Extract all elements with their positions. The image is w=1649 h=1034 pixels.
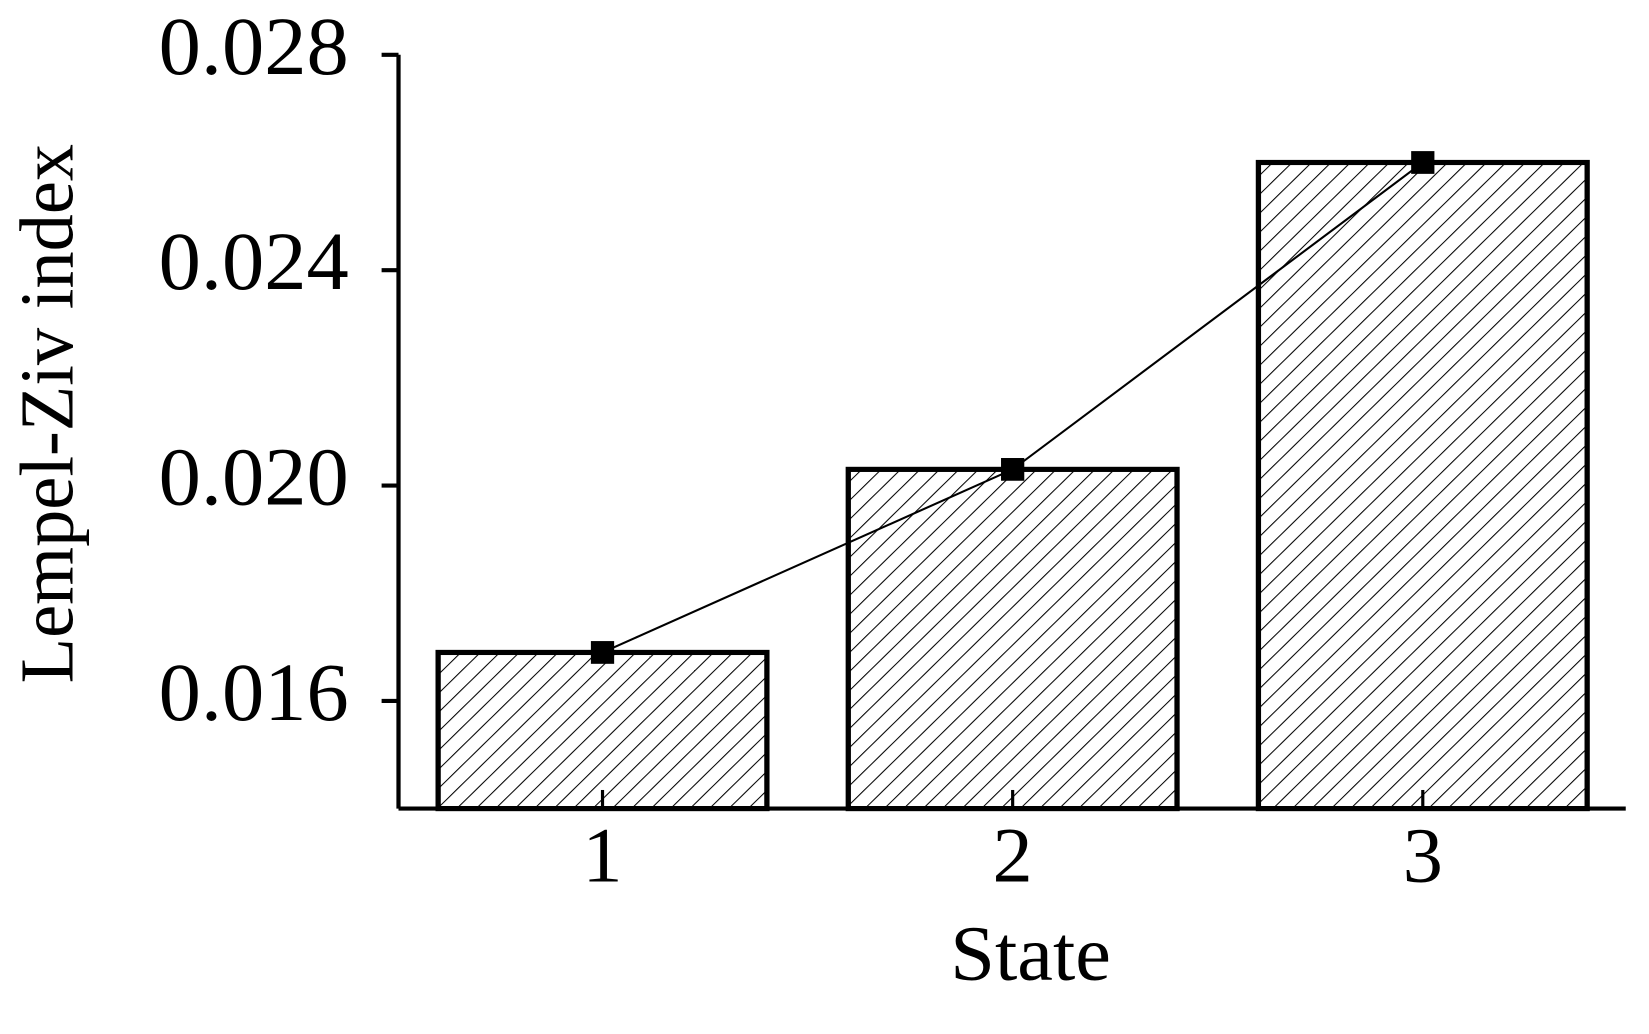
y-tick-label: 0.024 [159,216,349,308]
bar [845,466,1180,812]
marker [1411,151,1435,174]
y-tick-label: 0.016 [159,647,349,739]
y-axis-label: Lempel-Ziv index [6,144,90,683]
x-tick-label: 2 [993,812,1033,899]
marker [1001,458,1025,481]
x-tick-label: 1 [582,812,622,899]
bar [435,649,770,812]
bar [1255,159,1590,812]
marker [590,641,615,664]
y-tick-label: 0.020 [159,431,349,523]
x-axis-label: State [950,910,1111,997]
y-tick-label: 0.028 [159,1,349,93]
x-tick-label: 3 [1403,812,1443,899]
